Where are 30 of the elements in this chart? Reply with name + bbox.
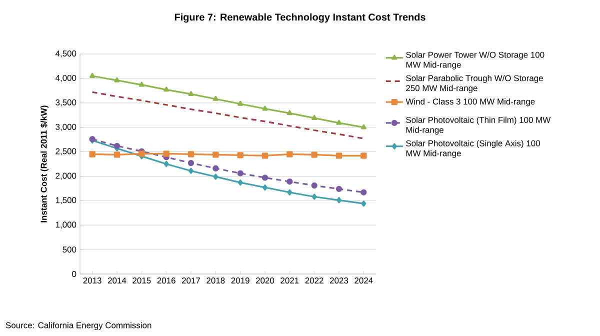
y-tick-label: 4,000 — [55, 74, 76, 82]
y-tick-label: 2,000 — [56, 172, 76, 180]
x-tick-label: 2015 — [132, 278, 151, 284]
y-tick-label: 1,500 — [56, 197, 76, 204]
x-tick-label: 2024 — [354, 278, 373, 284]
x-tick-label: 2016 — [157, 278, 176, 284]
y-tick-label: 500 — [62, 246, 76, 253]
chart-title: Figure 7: Renewable Technology Instant Cost Trends — [174, 13, 426, 23]
y-tick-label: 3,000 — [56, 124, 76, 131]
legend-label: Solar Photovoltaic (Thin Film) 100 MW Mid-range — [406, 116, 551, 135]
y-tick-label: 3,500 — [56, 99, 76, 106]
x-tick-label: 2014 — [108, 278, 126, 284]
y-tick-label: 2,500 — [56, 148, 76, 156]
legend-label: Solar Parabolic Trough W/O Storage 250 MW Mid-range — [406, 74, 543, 93]
x-tick-label: 2017 — [182, 278, 200, 284]
y-axis-title: Instant Cost (Real 2011 $/kW) — [40, 106, 48, 222]
x-tick-label: 2013 — [83, 278, 102, 284]
y-tick-label: 0 — [72, 271, 76, 277]
legend-label: Wind - Class 3 100 MW Mid-range — [406, 98, 535, 106]
x-tick-label: 2022 — [305, 278, 324, 284]
source-note: Source: California Energy Commission — [6, 322, 152, 330]
x-tick-label: 2020 — [256, 278, 274, 284]
legend-label: Solar Power Tower W/O Storage 100 MW Mid-range — [406, 52, 544, 70]
y-tick-label: 1,000 — [56, 222, 76, 229]
legend-label: Solar Photovoltaic (Single Axis) 100 MW Mid-range — [406, 140, 540, 158]
y-tick-label: 4,500 — [55, 50, 76, 58]
x-tick-label: 2018 — [206, 278, 225, 284]
x-tick-label: 2023 — [330, 278, 348, 284]
x-tick-label: 2019 — [231, 278, 250, 284]
x-tick-label: 2021 — [280, 278, 299, 284]
